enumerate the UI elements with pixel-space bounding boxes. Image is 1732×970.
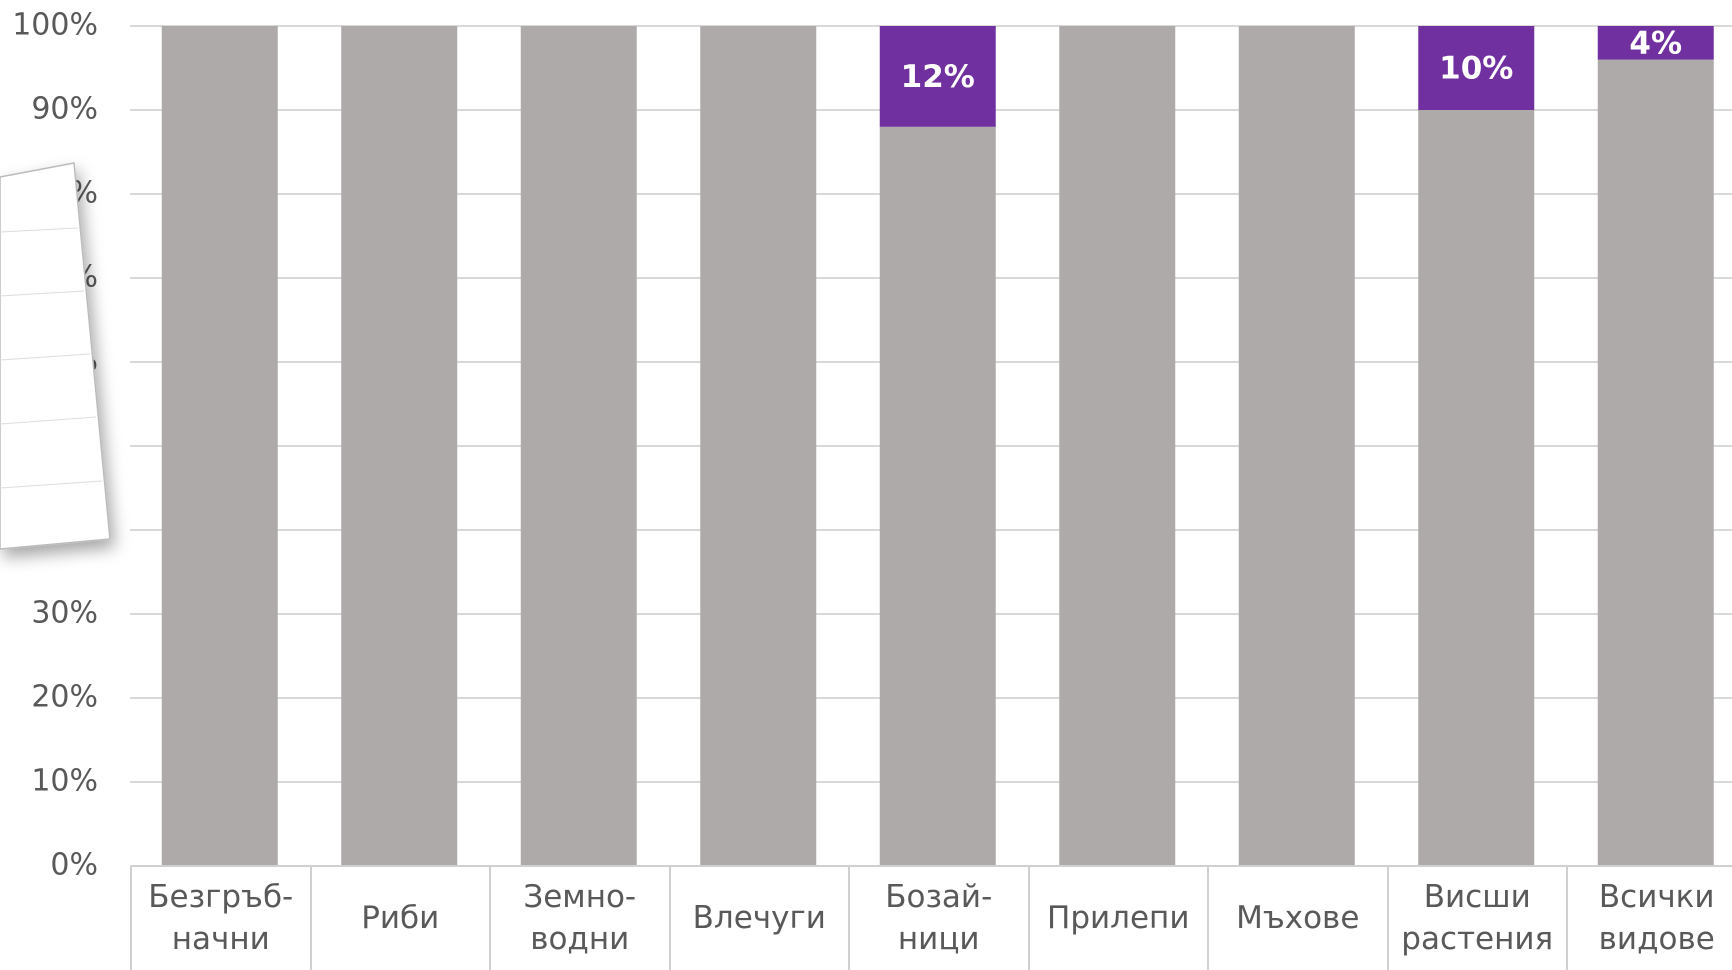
bar-segment [700,26,816,866]
x-tick-label: Прилепи [1028,866,1208,970]
bar-segment [521,26,637,866]
x-tick-label: Безгръб- начни [130,866,310,970]
x-tick-label: Бозай- ници [848,866,1028,970]
bar-segment [1059,26,1175,866]
bar-segment [1418,110,1534,866]
x-tick-label: Риби [310,866,490,970]
x-tick-label: Мъхове [1207,866,1387,970]
y-tick-label: 10% [31,764,98,799]
bar-segment [880,127,996,866]
page: 0%10%20%30%40%50%60%70%80%90%100%12%10%4… [0,0,1732,954]
plot: 0%10%20%30%40%50%60%70%80%90%100%12%10%4… [12,8,1732,883]
data-label: 10% [1439,51,1513,87]
y-tick-label: 30% [31,596,98,631]
x-tick-label: Земно- водни [489,866,669,970]
bar-segment [162,26,278,866]
bar-segment [1598,60,1714,866]
data-label: 4% [1629,25,1682,61]
data-label: 12% [901,59,975,95]
y-tick-label: 0% [50,848,98,883]
y-tick-label: 100% [12,8,98,43]
x-tick-label: Висши растения [1387,866,1567,970]
y-tick-label: 90% [31,92,98,127]
bar-segment [341,26,457,866]
bar-segment [1239,26,1355,866]
y-tick-label: 20% [31,680,98,715]
x-tick-label: Влечуги [669,866,849,970]
x-tick-label: Всички видове [1566,866,1732,970]
chart: 0%10%20%30%40%50%60%70%80%90%100%12%10%4… [0,0,1732,954]
